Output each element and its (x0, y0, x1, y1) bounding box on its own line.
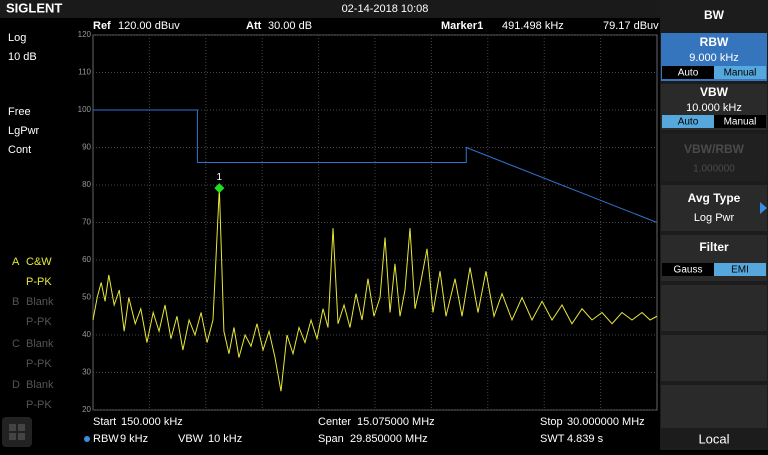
trace-mode[interactable]: C&W (26, 256, 52, 268)
ref-value: 120.00 dBuv (118, 20, 180, 32)
vbw-button-value[interactable]: 10.000 kHz (686, 102, 742, 114)
ratio-value: 1.000000 (693, 164, 735, 175)
y-tick-label: 120 (78, 30, 92, 39)
ref-label: Ref (93, 20, 111, 32)
y-tick-label: 70 (82, 218, 91, 227)
rbw-manual[interactable]: Manual (724, 68, 757, 79)
trace-id[interactable]: D (12, 379, 20, 391)
scale: Log (8, 32, 26, 44)
filter-label[interactable]: Filter (699, 240, 729, 254)
avg-type-button[interactable]: Avg Type Log Pwr (661, 185, 767, 231)
y-tick-label: 20 (82, 405, 91, 414)
filter-gauss[interactable]: Gauss (674, 265, 703, 276)
start-value: 150.000 kHz (121, 416, 183, 428)
swt-label: SWT (540, 433, 565, 445)
att-value: 30.00 dB (268, 20, 312, 32)
vbw-auto[interactable]: Auto (678, 117, 699, 128)
vbw-button[interactable]: VBW 10.000 kHz Auto Manual (661, 84, 767, 130)
rbw-label: RBW (93, 433, 119, 445)
trace-detector[interactable]: P-PK (26, 316, 52, 328)
menu-title: BW (704, 8, 725, 22)
marker-amp: 79.17 dBuv (603, 20, 659, 32)
vbw-button-label[interactable]: VBW (700, 85, 729, 99)
trigger: Free (8, 106, 31, 118)
trace-mode[interactable]: Blank (26, 379, 54, 391)
marker-freq: 491.498 kHz (502, 20, 564, 32)
empty-button (661, 335, 767, 381)
y-tick-label: 60 (82, 255, 91, 264)
trace-id[interactable]: B (12, 296, 19, 308)
vbw-manual[interactable]: Manual (724, 117, 757, 128)
average: LgPwr (8, 125, 40, 137)
avg-type-label[interactable]: Avg Type (688, 191, 741, 205)
vbw-value: 10 kHz (208, 433, 242, 445)
home-icon[interactable] (2, 417, 32, 447)
brand: SIGLENT (6, 0, 62, 15)
ratio-label: VBW/RBW (684, 142, 745, 156)
att-label: Att (246, 20, 262, 32)
datetime: 02-14-2018 10:08 (342, 3, 429, 15)
y-tick-label: 40 (82, 330, 91, 339)
marker-label: Marker1 (441, 20, 483, 32)
stop-label: Stop (540, 416, 563, 428)
trace-mode[interactable]: Blank (26, 296, 54, 308)
rbw-button[interactable]: RBW 9.000 kHz Auto Manual (661, 33, 767, 81)
ratio-button: VBW/RBW 1.000000 (661, 134, 767, 181)
top-bar (0, 0, 660, 18)
vbw-label: VBW (178, 433, 204, 445)
span-value: 29.850000 MHz (350, 433, 428, 445)
center-value: 15.075000 MHz (357, 416, 435, 428)
stop-value: 30.000000 MHz (567, 416, 645, 428)
trace-detector[interactable]: P-PK (26, 358, 52, 370)
y-tick-label: 110 (78, 68, 91, 77)
filter-emi[interactable]: EMI (731, 265, 749, 276)
y-tick-label: 100 (78, 105, 92, 114)
trace-detector[interactable]: P-PK (26, 276, 52, 288)
scale-div: 10 dB (8, 51, 37, 63)
rbw-indicator (84, 436, 90, 442)
swt-value: 4.839 s (567, 433, 604, 445)
filter-button[interactable]: Filter Gauss EMI (661, 235, 767, 281)
trace-detector[interactable]: P-PK (26, 399, 52, 411)
y-tick-label: 50 (82, 293, 91, 302)
empty-button (661, 385, 767, 428)
rbw-value: 9 kHz (120, 433, 148, 445)
avg-type-value[interactable]: Log Pwr (694, 212, 735, 224)
rbw-button-label[interactable]: RBW (700, 35, 729, 49)
local-status: Local (698, 431, 729, 446)
y-tick-label: 90 (82, 143, 91, 152)
marker-label: 1 (217, 172, 223, 183)
y-tick-label: 80 (82, 180, 91, 189)
y-tick-label: 30 (82, 368, 91, 377)
empty-button (661, 285, 767, 331)
trace-id[interactable]: C (12, 338, 20, 350)
sweep: Cont (8, 144, 31, 156)
span-label: Span (318, 433, 344, 445)
rbw-button-value[interactable]: 9.000 kHz (689, 52, 739, 64)
start-label: Start (93, 416, 116, 428)
trace-id[interactable]: A (12, 256, 20, 268)
trace-mode[interactable]: Blank (26, 338, 54, 350)
center-label: Center (318, 416, 351, 428)
rbw-auto[interactable]: Auto (678, 68, 699, 79)
